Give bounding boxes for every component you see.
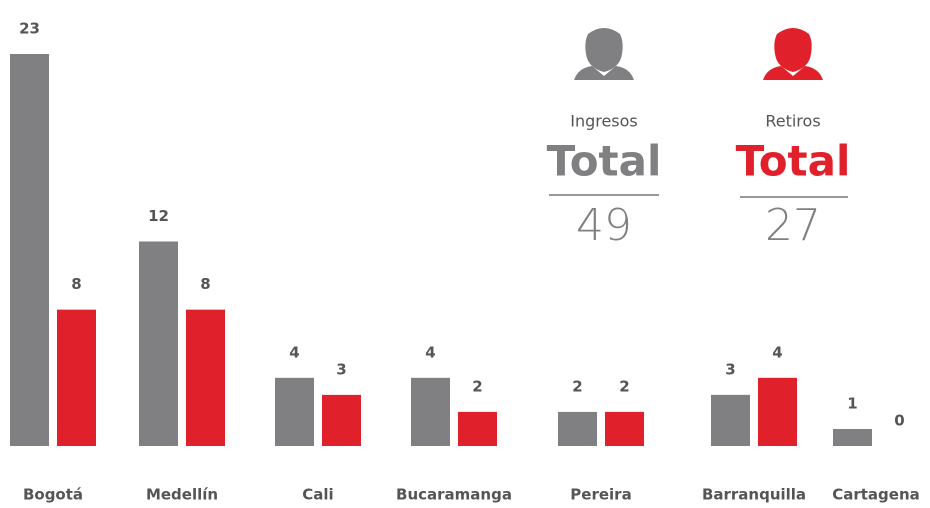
value-label: 2 [572, 377, 582, 395]
total-value: 49 [576, 200, 632, 251]
legend-label: Retiros [765, 112, 820, 131]
value-label: 3 [725, 360, 735, 378]
value-label: 4 [772, 343, 782, 361]
bar [57, 309, 96, 446]
value-label: 2 [472, 377, 482, 395]
bar [833, 428, 872, 446]
value-label: 2 [619, 377, 629, 395]
bar [322, 394, 361, 446]
person-icon [763, 28, 823, 80]
value-label: 0 [894, 412, 904, 430]
bar [605, 411, 644, 446]
x-tick-label: Cartagena [832, 486, 920, 504]
total-label: Total [547, 137, 662, 186]
value-label: 23 [19, 20, 40, 38]
bar [275, 377, 314, 446]
person-icon [574, 28, 634, 80]
value-label: 4 [289, 343, 299, 361]
bar [139, 241, 178, 446]
x-tick-label: Bucaramanga [396, 486, 512, 504]
bar [711, 394, 750, 446]
total-label: Total [736, 137, 851, 186]
bar [411, 377, 450, 446]
value-label: 8 [200, 275, 210, 293]
value-label: 1 [847, 394, 857, 412]
x-tick-label: Barranquilla [702, 486, 806, 504]
value-label: 3 [336, 360, 346, 378]
bar [458, 411, 497, 446]
value-label: 4 [425, 343, 435, 361]
x-tick-label: Pereira [570, 486, 631, 504]
x-tick-label: Cali [302, 486, 333, 504]
value-label: 12 [148, 207, 169, 225]
bar [10, 54, 49, 446]
bar [558, 411, 597, 446]
bar [186, 309, 225, 446]
x-tick-label: Bogotá [23, 486, 83, 504]
x-tick-label: Medellín [146, 486, 218, 504]
bar [758, 377, 797, 446]
value-label: 8 [71, 275, 81, 293]
total-value: 27 [765, 200, 821, 251]
legend-label: Ingresos [570, 112, 638, 131]
